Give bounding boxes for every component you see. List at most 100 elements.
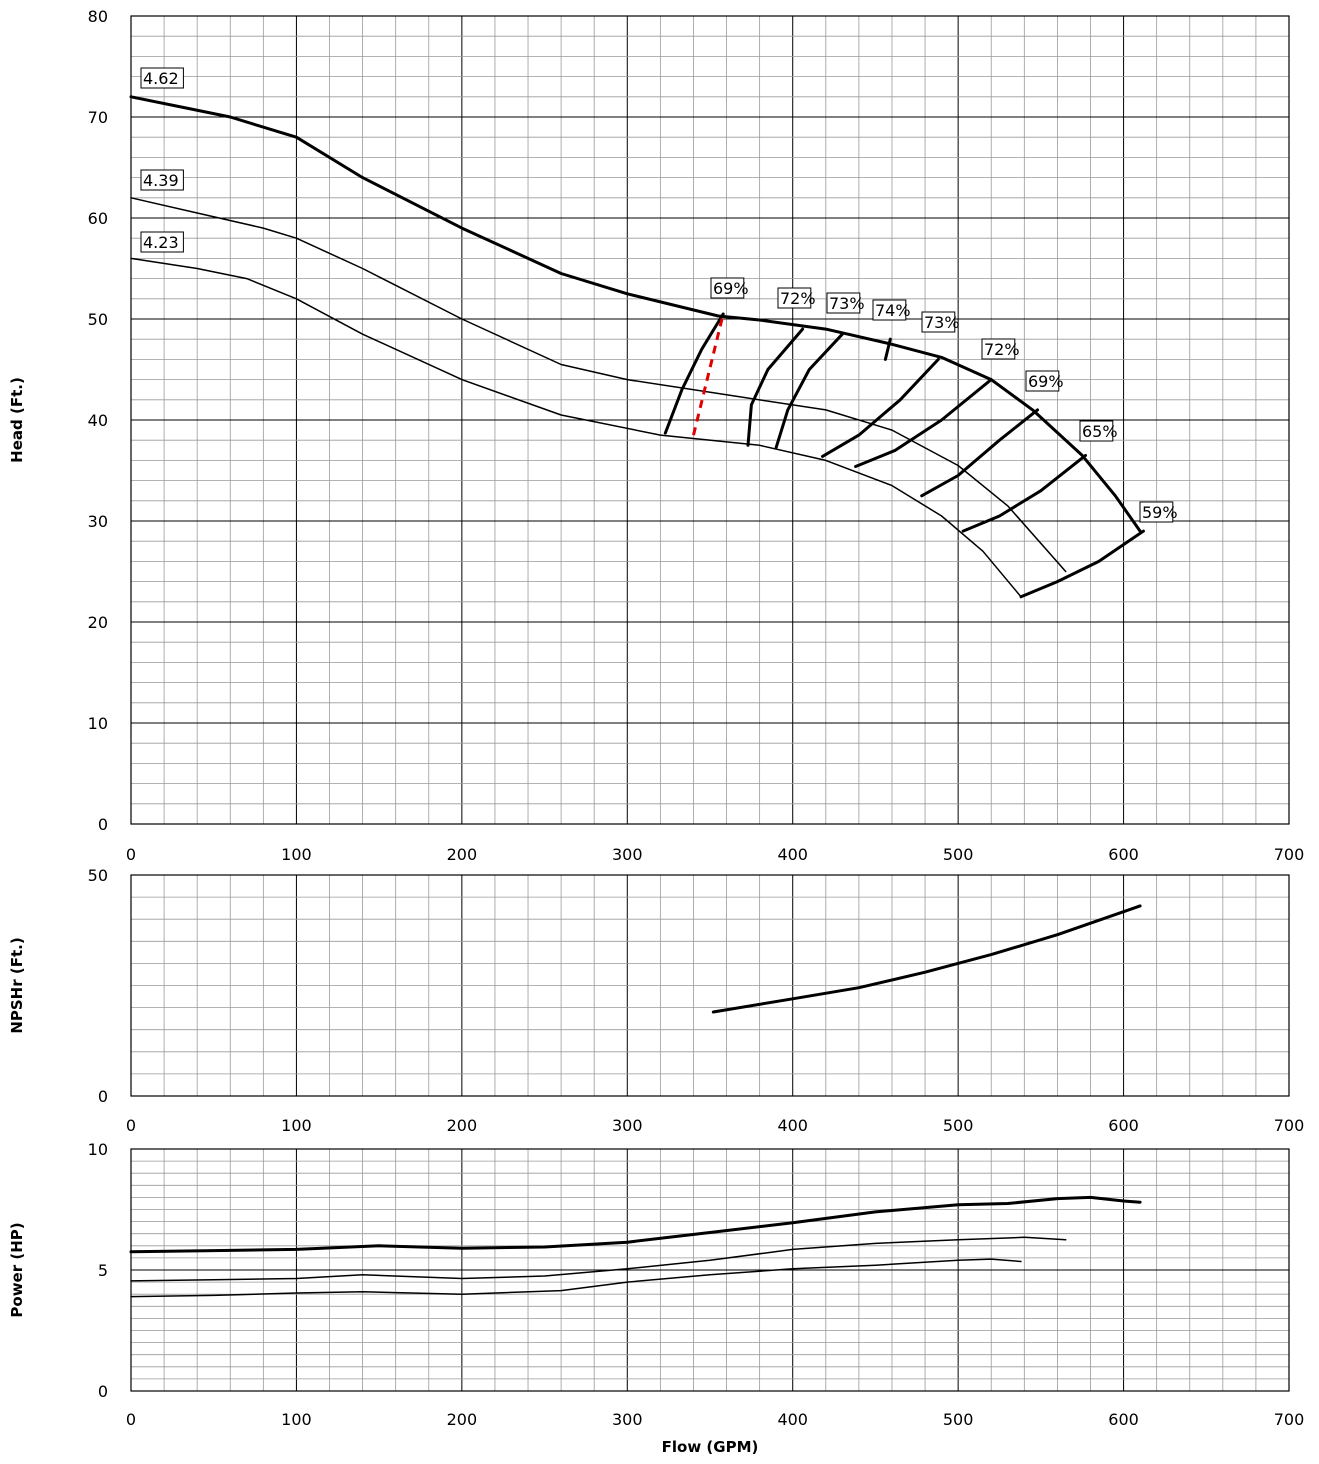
label-box-frame	[921, 311, 956, 333]
head-plot-frame	[130, 15, 1290, 825]
y-axis-label: Head (Ft.)	[8, 377, 26, 463]
x-tick-label: 700	[1274, 1410, 1305, 1429]
efficiency-contour-72	[854, 378, 993, 468]
power-plot-frame	[130, 1148, 1290, 1392]
y-tick-label: 40	[88, 411, 108, 430]
curve-label-box: 4.23	[140, 231, 184, 253]
curve-label-box: 4.39	[140, 169, 184, 191]
y-tick-label: 70	[88, 108, 108, 127]
npshr-panel: 0 100 200 300 400 500 600 700 0 50 NPSHr (Ft.)	[8, 866, 1304, 1135]
series-line-4-23	[130, 1258, 1022, 1298]
series-line-4-23	[130, 257, 1022, 598]
label-box-text: 65%	[1082, 422, 1118, 441]
series-line-4-62	[129, 95, 1142, 533]
x-tick-label: 500	[943, 1410, 974, 1429]
efficiency-contour-73	[821, 357, 940, 458]
label-box-text: 69%	[1028, 372, 1064, 391]
y-tick-label: 0	[98, 1382, 108, 1401]
x-tick-label: 400	[777, 845, 808, 864]
label-box-frame	[140, 67, 184, 89]
series-line-4-62	[129, 1195, 1142, 1254]
x-tick-label: 300	[612, 845, 643, 864]
efficiency-contour-73	[774, 332, 844, 449]
x-tick-label: 0	[126, 845, 136, 864]
label-box-text: 4.23	[143, 233, 179, 252]
y-tick-label: 0	[98, 815, 108, 834]
y-axis-label: Power (HP)	[8, 1222, 26, 1317]
power-grid	[130, 1148, 1290, 1392]
y-tick-label: 20	[88, 613, 108, 632]
curve-label-box: 72%	[777, 287, 816, 309]
y-tick-label: 50	[88, 310, 108, 329]
efficiency-contour-59	[1019, 529, 1145, 599]
label-box-frame	[710, 277, 745, 299]
curve-label-box: 59%	[1139, 501, 1178, 523]
y-tick-label: 80	[88, 7, 108, 26]
y-tick-label: 50	[88, 866, 108, 885]
x-tick-label: 300	[612, 1410, 643, 1429]
label-box-text: 4.39	[143, 171, 179, 190]
y-tick-label: 5	[98, 1261, 108, 1280]
x-axis-label: Flow (GPM)	[662, 1438, 759, 1456]
x-tick-label: 0	[126, 1410, 136, 1429]
efficiency-contour-74	[883, 337, 892, 361]
y-tick-label: 30	[88, 512, 108, 531]
label-box-text: 73%	[829, 294, 865, 313]
label-box-frame	[140, 231, 184, 253]
x-tick-label: 600	[1108, 845, 1139, 864]
label-box-frame	[1025, 370, 1060, 392]
curve-label-box: 73%	[921, 311, 960, 333]
curve-label-box: 74%	[872, 299, 911, 321]
x-tick-label: 600	[1108, 1116, 1139, 1135]
x-tick-label: 100	[281, 1410, 312, 1429]
x-tick-label: 100	[281, 1116, 312, 1135]
curve-label-box: 69%	[710, 277, 749, 299]
x-tick-label: 200	[447, 845, 478, 864]
curve-label-box: 73%	[826, 292, 865, 314]
label-box-text: 72%	[780, 289, 816, 308]
x-tick-label: 500	[943, 1116, 974, 1135]
label-box-text: 4.62	[143, 69, 179, 88]
npshr-plot-frame	[130, 874, 1290, 1097]
npshr-grid	[130, 874, 1290, 1097]
power-panel: 0 100 200 300 400 500 600 700 0 5 10 Power (HP) Flow…	[8, 1140, 1304, 1456]
x-tick-label: 600	[1108, 1410, 1139, 1429]
y-tick-label: 10	[88, 714, 108, 733]
x-tick-label: 200	[447, 1116, 478, 1135]
x-tick-label: 100	[281, 845, 312, 864]
label-box-text: 59%	[1142, 503, 1178, 522]
head-panel: 0 100 200 300 400 500 600 700 0 10 20 30 40 50 60 70 80 H…	[8, 7, 1304, 864]
x-tick-label: 500	[943, 845, 974, 864]
series-line-4-39	[130, 197, 1067, 573]
label-box-frame	[1079, 420, 1114, 442]
x-tick-label: 400	[777, 1410, 808, 1429]
label-box-text: 69%	[713, 279, 749, 298]
series-line-4-39	[130, 1236, 1067, 1282]
label-box-frame	[872, 299, 907, 321]
y-axis-label: NPSHr (Ft.)	[8, 937, 26, 1033]
y-tick-label: 10	[88, 1140, 108, 1159]
label-box-frame	[777, 287, 812, 309]
efficiency-contour-65	[961, 453, 1087, 533]
curve-label-box: 4.62	[140, 67, 184, 89]
label-box-text: 73%	[924, 313, 960, 332]
curve-label-box: 65%	[1079, 420, 1118, 442]
y-tick-label: 60	[88, 209, 108, 228]
label-overlay: 4.62 4.39 4.23 69% 72% 73% 74% 73% 72% 69% 65% 59%	[140, 67, 1178, 523]
efficiency-contour-69	[663, 312, 725, 435]
label-box-frame	[981, 338, 1016, 360]
x-tick-label: 700	[1274, 1116, 1305, 1135]
label-box-text: 74%	[875, 301, 911, 320]
x-tick-label: 700	[1274, 845, 1305, 864]
x-tick-label: 0	[126, 1116, 136, 1135]
label-box-frame	[826, 292, 861, 314]
label-box-frame	[1139, 501, 1174, 523]
label-box-frame	[140, 169, 184, 191]
efficiency-contour-69	[920, 408, 1039, 498]
y-tick-label: 0	[98, 1087, 108, 1106]
label-box-text: 72%	[984, 340, 1020, 359]
x-tick-label: 200	[447, 1410, 478, 1429]
series-line	[711, 904, 1142, 1014]
curve-label-box: 72%	[981, 338, 1020, 360]
